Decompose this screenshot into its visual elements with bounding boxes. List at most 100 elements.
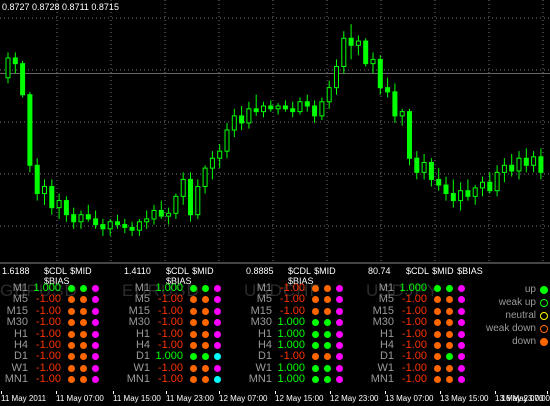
timeframe-row-w1: W1 -1.00 xyxy=(366,361,484,374)
mid-signal-dot xyxy=(446,307,453,315)
panel-header: $CDL $MID $BIAS xyxy=(406,266,483,276)
bias-value: -1.00 xyxy=(279,304,305,317)
timeframe-label: M30 xyxy=(6,316,28,329)
bias-value: 1.000 xyxy=(277,361,305,374)
bias-value: -1.00 xyxy=(35,350,61,363)
panel-symbol-watermark: USDCHF xyxy=(244,281,321,300)
panel-price: 1.4110 xyxy=(124,266,151,276)
mid-signal-dot xyxy=(446,319,453,327)
timeframe-row-h1: H1 -1.00 xyxy=(366,327,484,340)
candle-body xyxy=(34,164,40,195)
cdl-signal-dot xyxy=(312,353,319,361)
panel-symbol-watermark: USDJPY xyxy=(366,281,440,300)
candle-body xyxy=(136,221,142,231)
candle-body xyxy=(392,91,398,117)
timeframe-label: MN1 xyxy=(248,373,272,386)
timeframe-label: H1 xyxy=(379,327,394,340)
candle-body xyxy=(261,105,266,113)
bias-value: -1.00 xyxy=(35,327,61,340)
cdl-signal-dot xyxy=(68,319,75,327)
bias-signal-dot xyxy=(214,330,221,338)
candle-body xyxy=(531,156,537,166)
bias-value: 1.000 xyxy=(277,327,305,340)
legend-label: weak up xyxy=(498,297,536,308)
legend-dot-icon xyxy=(540,338,548,346)
candle-body xyxy=(421,161,427,173)
bias-signal-dot xyxy=(336,307,343,315)
timeframe-row-d1: D1 -1.00 xyxy=(366,351,484,362)
cdl-signal-dot xyxy=(68,353,75,361)
bias-value: -1.00 xyxy=(401,361,427,374)
bias-signal-dot xyxy=(458,285,465,292)
candle-body xyxy=(42,185,47,195)
bias-value: 1.000 xyxy=(155,282,183,294)
legend-item-up: up xyxy=(484,283,550,296)
time-tick-mark xyxy=(275,391,276,394)
candle-body xyxy=(180,178,186,197)
bias-value: -1.00 xyxy=(401,339,427,351)
bias-value: 1.000 xyxy=(277,316,305,329)
mid-signal-dot xyxy=(324,342,331,349)
timeframe-label: D1 xyxy=(13,350,28,363)
timeframe-row-m1: M1 1.000 xyxy=(0,283,118,294)
candle-body xyxy=(209,157,215,169)
timeframe-row-m15: M15 -1.00 xyxy=(122,304,240,317)
bias-value: -1.00 xyxy=(157,373,183,386)
legend-item-weak-down: weak down xyxy=(484,322,550,335)
bias-value: 1.000 xyxy=(399,282,427,294)
mid-signal-dot xyxy=(324,330,331,338)
mid-signal-dot xyxy=(80,364,87,372)
candle-body xyxy=(27,94,33,166)
price-chart[interactable] xyxy=(0,0,550,391)
legend-label: weak down xyxy=(485,323,536,334)
timeframe-label: W1 xyxy=(133,361,151,374)
bias-signal-dot xyxy=(92,330,99,338)
time-tick-label: 12 May 07:00 xyxy=(219,394,268,403)
cdl-signal-dot xyxy=(312,342,319,349)
timeframe-label: H1 xyxy=(257,327,272,340)
panel-header: $CDL $MID $BIAS xyxy=(288,266,336,286)
candle-body xyxy=(78,214,84,223)
cdl-signal-dot xyxy=(312,319,319,327)
candle-body xyxy=(501,164,507,173)
legend-label: up xyxy=(524,284,536,295)
timeframe-label: M15 xyxy=(128,304,150,317)
candle-body xyxy=(246,108,252,124)
mid-signal-dot xyxy=(80,285,87,292)
timeframe-row-w1: W1 1.000 xyxy=(244,361,362,374)
mid-signal-dot xyxy=(324,376,331,384)
legend-dot-icon xyxy=(540,286,548,294)
mid-signal-dot xyxy=(80,342,87,349)
bias-value: -1.00 xyxy=(35,304,61,317)
timeframe-row-m1: M1 1.000 xyxy=(366,283,484,294)
timeframe-row-mn1: MN1 -1.00 xyxy=(366,374,484,385)
candle-body xyxy=(129,226,135,231)
timeframe-label: M5 xyxy=(12,293,28,306)
bias-panel-eurusd: 1.4110 $CDL $MID $BIAS EURUSD M1 1.000 M5 -1.0… xyxy=(122,266,240,390)
panel-price: 1.6188 xyxy=(2,266,30,276)
cdl-signal-dot xyxy=(190,307,197,315)
bias-signal-dot xyxy=(92,353,99,361)
time-axis: 11 May 2011 11 May 07:00 11 May 15:00 11 Ma… xyxy=(0,391,550,406)
timeframe-row-h1: H1 -1.00 xyxy=(122,328,240,340)
time-tick-mark xyxy=(547,391,548,394)
timeframe-label: M1 xyxy=(256,282,272,294)
panel-price: 0.8885 xyxy=(246,266,274,276)
candle-body xyxy=(253,108,259,113)
timeframe-label: W1 xyxy=(377,361,395,374)
candle-body xyxy=(12,57,18,65)
timeframe-label: MN1 xyxy=(370,373,394,386)
bias-value: -1.00 xyxy=(401,327,427,340)
timeframe-label: MN1 xyxy=(126,373,150,386)
timeframe-label: M5 xyxy=(134,293,150,306)
timeframe-label: M15 xyxy=(6,304,28,317)
bias-value: -1.00 xyxy=(279,293,305,306)
timeframe-row-w1: W1 -1.00 xyxy=(0,362,118,374)
timeframe-row-m5: M5 -1.00 xyxy=(366,294,484,305)
timeframe-label: H4 xyxy=(13,339,28,351)
legend-label: neutral xyxy=(505,310,536,321)
candle-body xyxy=(85,214,91,220)
candle-body xyxy=(297,101,303,113)
candle-body xyxy=(63,200,69,216)
mid-signal-dot xyxy=(446,342,453,349)
